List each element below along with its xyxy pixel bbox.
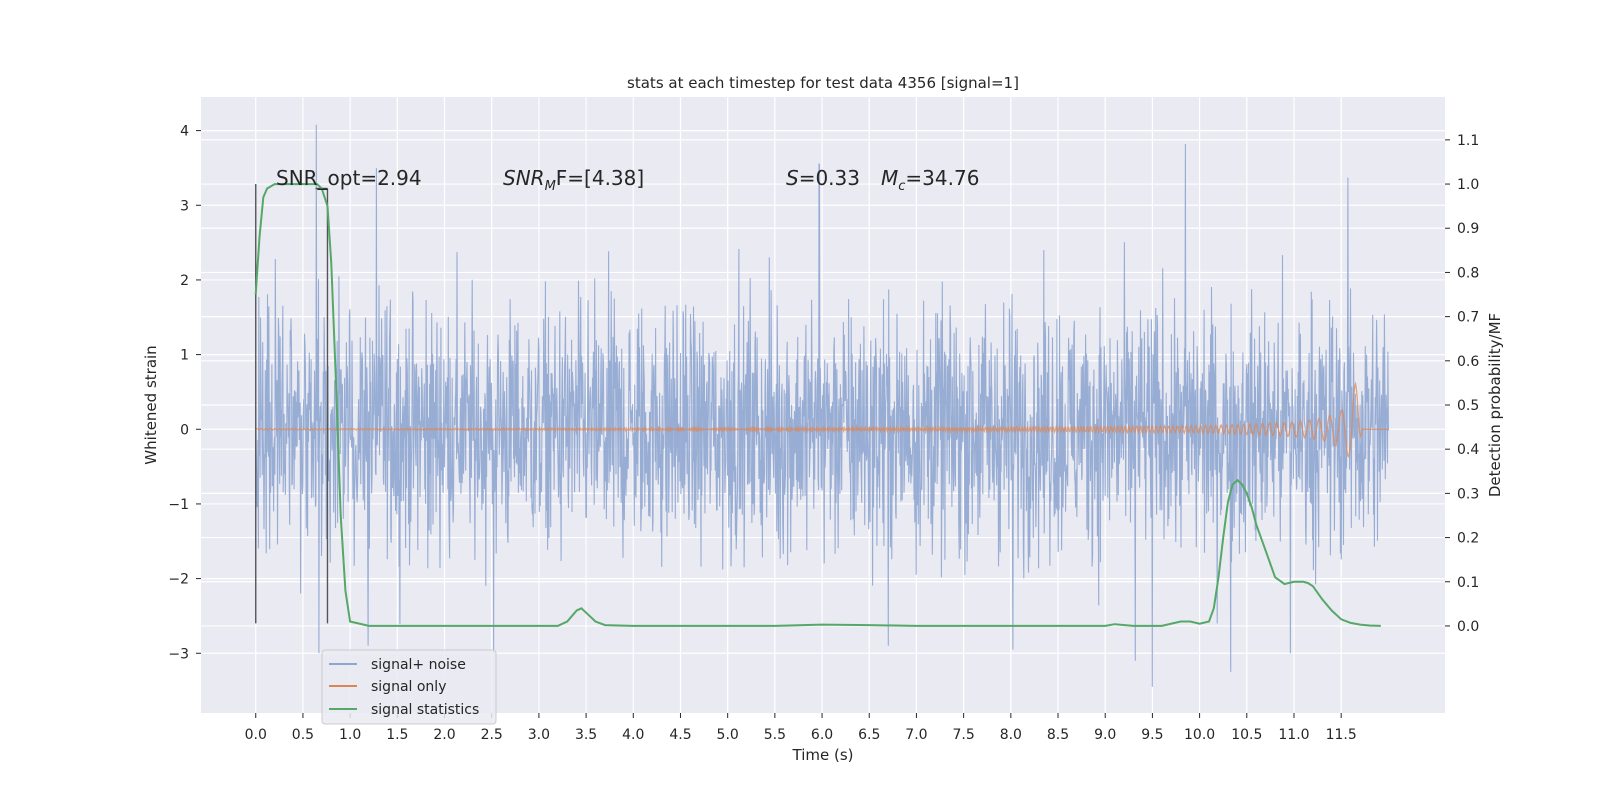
x-tick-label: 3.5 (575, 727, 597, 743)
right-y-axis-label: Detection probability/MF (1486, 313, 1504, 497)
x-tick-label: 1.0 (339, 727, 361, 743)
x-tick-label: 7.0 (905, 727, 927, 743)
series-signal-noise (255, 124, 1389, 687)
x-tick-label: 5.0 (717, 727, 739, 743)
annotation-snr-mf: SNRMF=[4.38] (503, 166, 644, 194)
left-y-tick-label: −3 (168, 646, 189, 662)
x-tick-label: 0.5 (292, 727, 314, 743)
noise-line (255, 124, 1389, 687)
right-y-axis-ticks: 0.0 0.1 0.2 0.3 0.4 0.5 0.6 0.7 0.8 0.9 1.0 1.1 (1445, 133, 1479, 635)
x-tick-label: 8.5 (1047, 727, 1069, 743)
left-y-tick-label: 1 (180, 348, 189, 364)
x-tick-label: 6.5 (858, 727, 880, 743)
x-tick-label: 6.0 (811, 727, 833, 743)
annotation-mc-rest: =34.76 (905, 166, 979, 190)
chart-title: stats at each timestep for test data 435… (627, 74, 1019, 92)
left-y-tick-label: −1 (168, 497, 189, 513)
right-y-tick-label: 0.2 (1457, 531, 1479, 547)
legend-label-signal-only: signal only (371, 679, 446, 695)
x-tick-label: 11.0 (1278, 727, 1309, 743)
x-tick-label: 1.5 (386, 727, 408, 743)
x-tick-label: 5.5 (764, 727, 786, 743)
right-y-tick-label: 1.0 (1457, 177, 1479, 193)
left-y-tick-label: 0 (180, 422, 189, 438)
signal-only-line (255, 381, 1389, 458)
x-tick-label: 4.0 (622, 727, 644, 743)
left-y-axis-label: Whitened strain (142, 345, 160, 464)
annotation-s: S=0.33 (786, 166, 860, 190)
right-y-tick-label: 0.4 (1457, 442, 1479, 458)
right-y-tick-label: 0.3 (1457, 486, 1479, 502)
annotation-snr-opt: SNR_opt=2.94 (276, 166, 422, 190)
x-tick-label: 0.0 (245, 727, 267, 743)
x-tick-label: 7.5 (953, 727, 975, 743)
right-y-tick-label: 1.1 (1457, 133, 1479, 149)
x-tick-label: 10.5 (1231, 727, 1262, 743)
left-y-tick-label: −2 (168, 572, 189, 588)
legend-box (321, 649, 497, 725)
x-tick-label: 11.5 (1326, 727, 1357, 743)
annotation-mc-sub: c (898, 179, 905, 194)
x-tick-label: 9.5 (1141, 727, 1163, 743)
annotation-mc-main: M (881, 166, 898, 190)
right-y-tick-label: 0.9 (1457, 221, 1479, 237)
right-y-tick-label: 0.7 (1457, 310, 1479, 326)
left-y-tick-label: 2 (180, 273, 189, 289)
right-y-tick-label: 0.5 (1457, 398, 1479, 414)
series-signal-only (255, 381, 1389, 458)
annotation-snr-mf-main: SNR (503, 166, 545, 190)
x-tick-label: 9.0 (1094, 727, 1116, 743)
legend-label-signal-noise: signal+ noise (371, 657, 466, 673)
annotation-snr-mf-sub: M (545, 179, 556, 194)
annotation-snr-mf-rest: F=[4.38] (556, 166, 644, 190)
annotation-s-rest: =0.33 (799, 166, 860, 190)
x-tick-label: 2.5 (481, 727, 503, 743)
statistics-line (254, 183, 1381, 627)
x-tick-label: 10.0 (1184, 727, 1215, 743)
x-tick-label: 3.0 (528, 727, 550, 743)
right-y-tick-label: 0.1 (1457, 575, 1479, 591)
left-y-tick-label: 4 (180, 124, 189, 140)
x-axis-label: Time (s) (792, 746, 854, 764)
annotation-s-main: S (786, 166, 799, 190)
annotation-mc: Mc=34.76 (881, 166, 979, 194)
right-y-tick-label: 0.6 (1457, 354, 1479, 370)
legend: signal+ noise signal only signal statist… (321, 649, 497, 725)
series-signal-statistics (254, 183, 1381, 627)
right-y-tick-label: 0.8 (1457, 265, 1479, 281)
left-y-tick-label: 3 (180, 198, 189, 214)
x-tick-label: 8.0 (1000, 727, 1022, 743)
left-y-axis-ticks: 4 3 2 1 0 −1 −2 −3 (168, 124, 201, 662)
x-axis-ticks: 0.0 0.5 1.0 1.5 2.0 2.5 3.0 3.5 4.0 4.5 5.0 5.5 6.0 6… (245, 713, 1357, 743)
x-tick-label: 4.5 (669, 727, 691, 743)
right-y-tick-label: 0.0 (1457, 619, 1479, 635)
x-tick-label: 2.0 (433, 727, 455, 743)
legend-label-signal-statistics: signal statistics (371, 702, 479, 718)
